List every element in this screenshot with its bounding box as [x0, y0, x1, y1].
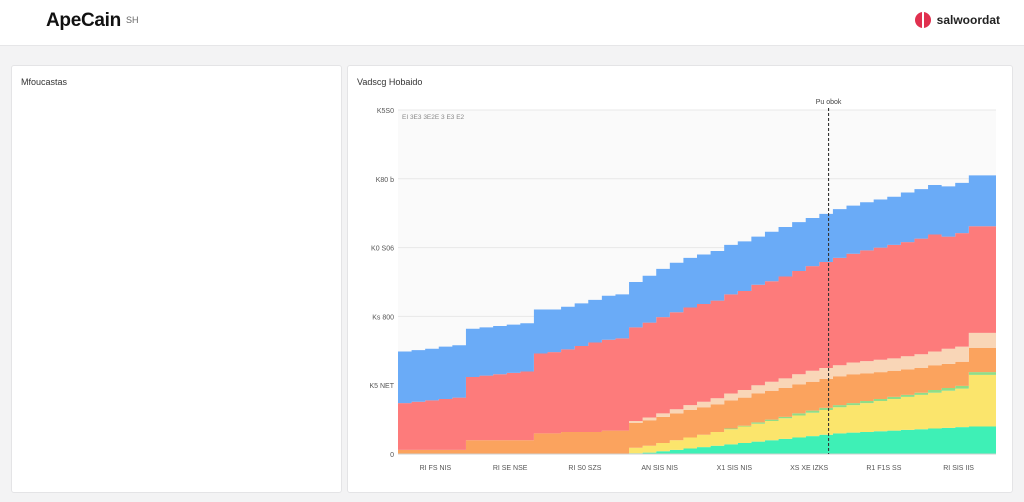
- app-brand-sub: SH: [126, 15, 139, 25]
- chart-panel: Vadscg Hobaido 0 K5 NET Ks 800 K0 S06 K80 b K…: [347, 65, 1013, 493]
- x-tick-label: X1 SIS NIS: [717, 465, 753, 472]
- account-menu[interactable]: salwoordat: [914, 12, 1000, 28]
- account-logo-icon: [914, 12, 931, 28]
- left-panel: Mfoucastas: [11, 65, 342, 493]
- marker-label: Pu obok: [816, 99, 842, 106]
- y-tick-label: Ks 800: [372, 314, 394, 321]
- app-brand[interactable]: ApeCain: [46, 10, 121, 31]
- x-tick-label: RI SE NSE: [493, 465, 528, 472]
- y-tick-label: 0: [390, 452, 394, 459]
- series-area-red: [398, 226, 996, 450]
- x-tick-label: XS XE IZKS: [790, 465, 828, 472]
- top-bar: ApeCain SH salwoordat: [0, 0, 1024, 46]
- series-area-yellow: [398, 374, 996, 454]
- left-panel-title: Mfoucastas: [21, 77, 68, 87]
- x-tick-label: AN SIS NIS: [641, 465, 678, 472]
- chart-panel-title: Vadscg Hobaido: [357, 77, 423, 87]
- top-annotation: EI 3E3 3E2E 3 E3 E2: [402, 114, 465, 121]
- y-tick-label: K0 S06: [371, 246, 394, 253]
- y-tick-label: K5S0: [377, 108, 394, 115]
- x-tick-label: RI S0 SZS: [568, 465, 601, 472]
- series-area-teal: [398, 426, 996, 454]
- account-name: salwoordat: [936, 13, 1000, 27]
- x-tick-label: R1 F1S SS: [866, 465, 901, 472]
- y-tick-label: K5 NET: [369, 383, 394, 390]
- y-tick-label: K80 b: [376, 177, 394, 184]
- x-tick-label: RI SIS IIS: [943, 465, 974, 472]
- series-area-blue: [398, 175, 996, 404]
- stacked-area-chart[interactable]: 0 K5 NET Ks 800 K0 S06 K80 b K5S0 RI FS NIS RI …: [348, 66, 1012, 492]
- x-tick-label: RI FS NIS: [420, 465, 452, 472]
